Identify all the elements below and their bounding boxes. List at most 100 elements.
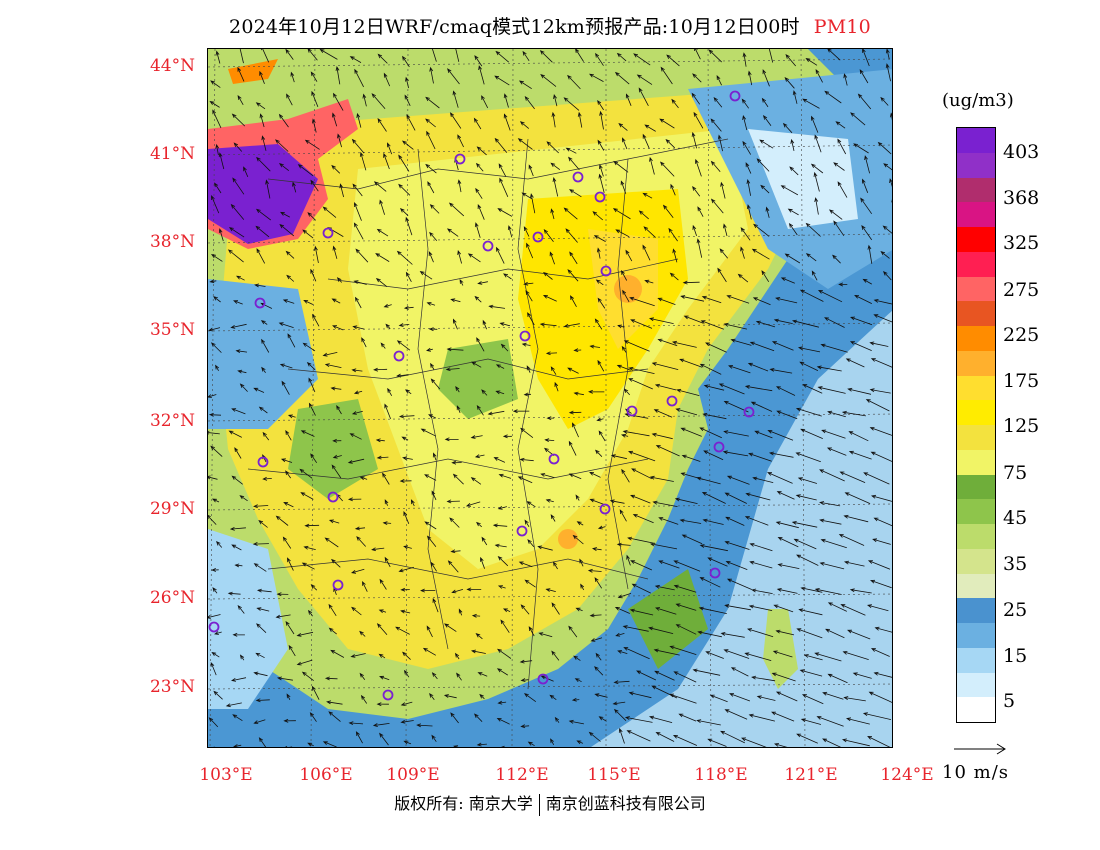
wind-arrow (378, 609, 387, 614)
wind-arrow (283, 502, 294, 508)
wind-arrow (777, 563, 800, 569)
variable-label: PM10 (813, 16, 871, 38)
wind-arrow (638, 210, 649, 220)
wind-arrow (573, 348, 582, 353)
wind-arrow (767, 430, 794, 441)
wind-arrow (255, 225, 270, 238)
wind-arrow (625, 93, 632, 106)
wind-arrow (476, 521, 482, 528)
wind-arrow (835, 121, 846, 129)
wind-arrow (675, 603, 697, 611)
wind-arrow (726, 475, 750, 485)
wind-arrow (512, 409, 530, 414)
wind-arrow (748, 713, 775, 722)
wind-arrow (278, 113, 289, 128)
wind-arrow (384, 499, 389, 506)
lon-label: 121°E (784, 765, 838, 785)
wind-arrow (481, 95, 489, 109)
wind-arrow (551, 111, 556, 128)
wind-arrow (867, 244, 873, 264)
wind-arrow (707, 557, 728, 567)
wind-arrow (629, 296, 655, 307)
wind-arrow (740, 227, 751, 241)
wind-arrow (475, 162, 484, 172)
wind-arrow (502, 434, 512, 439)
wind-arrow (253, 563, 267, 572)
wind-arrow (213, 690, 223, 700)
wind-arrow (459, 278, 464, 286)
wind-arrow (568, 410, 582, 415)
wind-arrow (648, 317, 674, 324)
wind-arrow (628, 691, 652, 699)
wind-arrow (694, 49, 701, 60)
wind-arrow (590, 637, 603, 642)
legend-swatch (957, 647, 995, 673)
wind-arrow (212, 587, 218, 594)
wind-arrow (322, 206, 337, 218)
wind-arrow (451, 460, 462, 465)
wind-arrow (496, 668, 509, 676)
wind-arrow (749, 341, 775, 352)
wind-arrow (285, 49, 294, 60)
land-green (438, 339, 518, 419)
wind-arrow (636, 670, 657, 681)
wind-arrow (839, 471, 866, 483)
wind-arrow (275, 614, 291, 619)
wind-arrow (332, 454, 342, 459)
wind-arrow (563, 97, 580, 111)
wind-arrow (882, 271, 892, 281)
wind-arrow (448, 202, 465, 217)
wind-arrow (353, 280, 367, 285)
wind-arrow (675, 624, 697, 635)
wind-arrow (521, 342, 531, 347)
wind-arrow (449, 517, 460, 528)
wind-arrow (332, 112, 338, 127)
wind-arrow (431, 734, 437, 742)
wind-arrow (232, 177, 245, 195)
wind-arrow (628, 378, 653, 390)
wind-arrow (308, 402, 316, 416)
wind-arrow (493, 457, 506, 463)
wind-arrow (497, 648, 512, 659)
wind-arrow (751, 675, 776, 682)
wind-arrow (403, 545, 412, 550)
wind-arrow (526, 242, 534, 259)
wind-arrow (660, 66, 673, 85)
wind-arrow (822, 691, 844, 700)
wind-arrow (308, 377, 316, 393)
wind-arrow (265, 179, 271, 199)
wind-arrow (283, 718, 296, 723)
wind-arrow (599, 164, 604, 177)
wind-arrow (520, 427, 534, 439)
wind-arrow (225, 702, 242, 708)
wind-arrow (565, 228, 578, 243)
wind-arrow (302, 342, 316, 352)
wind-arrow (356, 112, 362, 128)
wind-arrow (630, 319, 653, 329)
wind-arrow (326, 700, 343, 705)
wind-arrow (853, 143, 869, 154)
wind-arrow (383, 303, 392, 308)
wind-arrow (212, 109, 222, 129)
wind-arrow (428, 414, 437, 419)
wind-arrow (817, 386, 846, 394)
wind-arrow (873, 671, 892, 678)
wind-arrow (596, 417, 604, 422)
wind-arrow (452, 90, 459, 108)
wind-arrow (700, 320, 724, 330)
wind-arrow (723, 322, 747, 330)
wind-arrow (598, 716, 607, 722)
legend-label: 35 (1003, 553, 1028, 575)
wind-arrow (722, 450, 749, 457)
wind-arrow (403, 305, 414, 310)
wind-arrow (400, 587, 410, 592)
wind-vectors (208, 49, 892, 747)
legend-label: 275 (1003, 279, 1040, 301)
wind-arrow (651, 685, 678, 699)
wind-arrow (373, 367, 388, 372)
wind-arrow (867, 560, 891, 570)
wind-arrow (616, 542, 631, 547)
wind-arrow (545, 588, 556, 592)
wind-arrow (431, 490, 437, 501)
wind-arrow (302, 229, 314, 239)
